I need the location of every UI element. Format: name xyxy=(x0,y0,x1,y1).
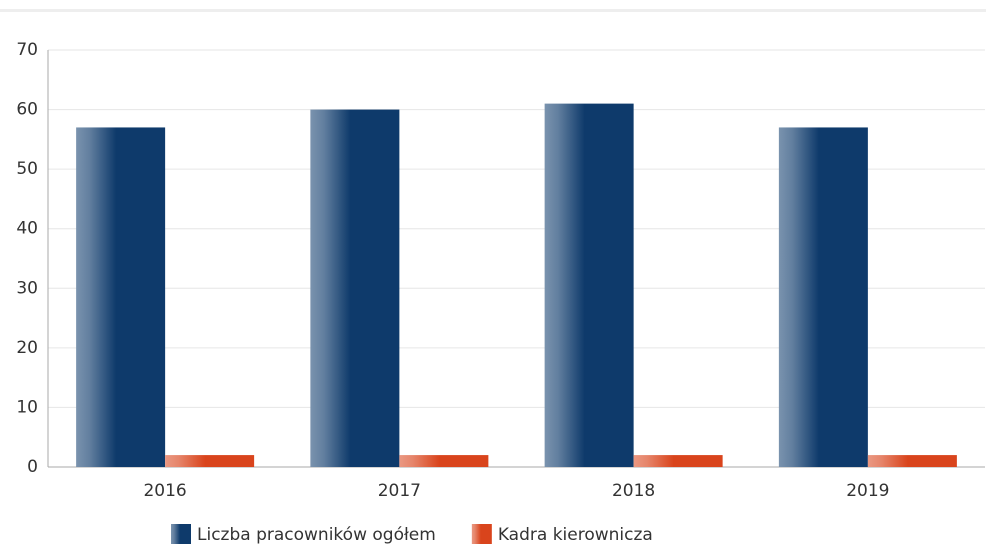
legend-label: Liczba pracowników ogółem xyxy=(197,525,436,545)
legend-label: Kadra kierownicza xyxy=(498,525,653,545)
x-tick-label: 2018 xyxy=(612,481,655,501)
y-tick-label: 50 xyxy=(16,159,38,179)
y-tick-label: 10 xyxy=(16,397,38,417)
legend-swatch xyxy=(171,524,191,544)
y-tick-label: 0 xyxy=(27,457,38,477)
bar xyxy=(165,455,255,467)
top-border xyxy=(0,9,986,12)
x-tick-label: 2019 xyxy=(846,481,889,501)
bar xyxy=(633,455,723,467)
bar xyxy=(310,109,400,468)
bar xyxy=(867,455,957,467)
y-tick-label: 30 xyxy=(16,278,38,298)
bar xyxy=(399,455,489,467)
bar xyxy=(544,103,634,467)
y-tick-label: 70 xyxy=(16,40,38,60)
x-tick-label: 2016 xyxy=(143,481,186,501)
legend-swatch xyxy=(471,524,492,544)
y-tick-label: 20 xyxy=(16,338,38,358)
y-tick-label: 40 xyxy=(16,219,38,239)
bar xyxy=(778,127,868,467)
bar xyxy=(76,127,166,467)
y-tick-label: 60 xyxy=(16,100,38,120)
x-tick-label: 2017 xyxy=(378,481,421,501)
